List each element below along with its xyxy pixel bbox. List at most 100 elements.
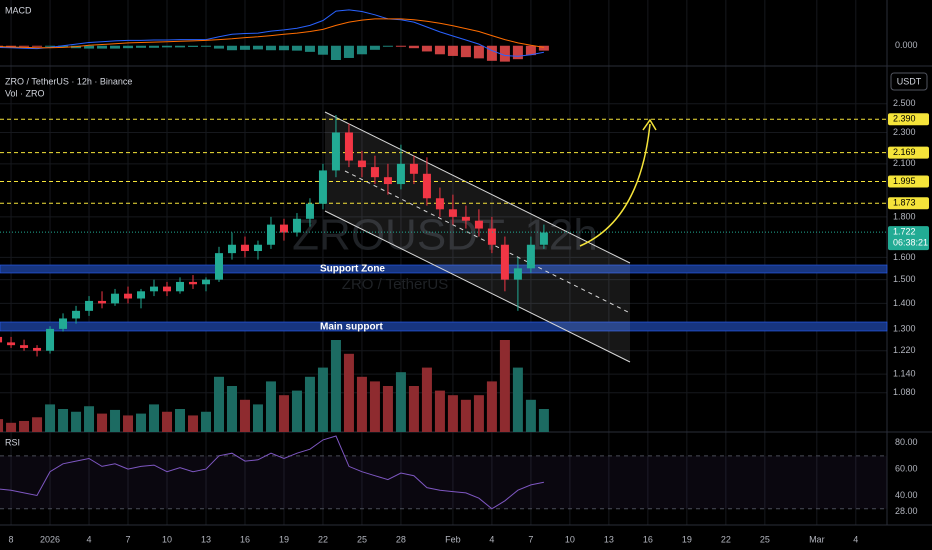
countdown: 06:38:21 bbox=[893, 237, 928, 247]
volume-bar bbox=[19, 420, 30, 432]
candle-body bbox=[461, 216, 470, 221]
macd-histogram bbox=[421, 45, 432, 52]
macd-histogram bbox=[123, 45, 134, 49]
macd-histogram bbox=[162, 45, 173, 48]
candle-body bbox=[292, 218, 301, 233]
macd-histogram bbox=[473, 45, 484, 59]
volume-bar bbox=[278, 395, 289, 432]
macd-histogram bbox=[6, 45, 17, 47]
volume-bar bbox=[356, 376, 367, 432]
volume-bar bbox=[382, 386, 393, 432]
volume-bar bbox=[421, 367, 432, 432]
macd-histogram bbox=[343, 45, 354, 58]
macd-histogram bbox=[200, 45, 211, 47]
candle-body bbox=[305, 203, 314, 219]
volume-bar bbox=[84, 406, 95, 432]
x-tick-label: 2026 bbox=[40, 534, 60, 544]
candle-body bbox=[474, 220, 483, 229]
x-tick-label: 25 bbox=[760, 534, 770, 544]
projection-arrow bbox=[579, 123, 651, 247]
macd-histogram bbox=[32, 45, 43, 47]
macd-histogram bbox=[525, 45, 536, 56]
candle-body bbox=[253, 244, 262, 252]
candle-body bbox=[59, 318, 68, 329]
volume-bar bbox=[525, 399, 536, 432]
annotation: Main support bbox=[320, 322, 383, 333]
volume-bar bbox=[447, 395, 458, 432]
candle-body bbox=[370, 167, 379, 178]
y-tick-label: 1.220 bbox=[893, 345, 916, 355]
volume-bar bbox=[58, 409, 69, 432]
macd-histogram bbox=[58, 45, 69, 48]
macd-histogram bbox=[330, 45, 341, 60]
x-tick-label: 4 bbox=[853, 534, 858, 544]
volume-bar bbox=[499, 340, 510, 432]
volume-bar bbox=[0, 419, 4, 432]
currency-button[interactable] bbox=[890, 72, 928, 91]
level-label: 2.169 bbox=[893, 147, 916, 157]
candle-body bbox=[214, 253, 223, 280]
volume-bar bbox=[486, 381, 497, 432]
level-badge bbox=[888, 113, 929, 126]
candle-body bbox=[383, 177, 392, 185]
support-zone bbox=[0, 264, 888, 274]
volume-bar bbox=[162, 411, 173, 432]
candle-body bbox=[201, 279, 210, 285]
candle-body bbox=[279, 224, 288, 233]
x-tick-label: 7 bbox=[528, 534, 533, 544]
candle-body bbox=[240, 244, 249, 252]
volume-bar bbox=[110, 409, 121, 432]
candle-body bbox=[175, 281, 184, 292]
level-label: 1.873 bbox=[893, 198, 916, 208]
channel-midline bbox=[344, 170, 631, 314]
candle-body bbox=[500, 244, 509, 280]
candle-body bbox=[7, 342, 16, 346]
macd-histogram bbox=[97, 45, 108, 49]
signal-line bbox=[0, 18, 544, 49]
macd-histogram bbox=[45, 45, 56, 47]
y-tick-label: 1.300 bbox=[893, 323, 916, 333]
volume-bar bbox=[265, 381, 276, 432]
volume-bar bbox=[473, 395, 484, 432]
plot bbox=[0, 9, 887, 510]
volume-bar bbox=[538, 409, 549, 432]
arrow-head bbox=[642, 118, 657, 131]
level-badge bbox=[888, 197, 929, 210]
macd-histogram bbox=[460, 45, 471, 58]
volume-bar bbox=[408, 386, 419, 432]
volume-bar bbox=[369, 381, 380, 432]
candle-body bbox=[513, 268, 522, 280]
macd-histogram bbox=[278, 45, 289, 51]
currency[interactable]: USDT bbox=[897, 76, 922, 86]
candle-body bbox=[46, 328, 55, 351]
candle-body bbox=[409, 163, 418, 174]
macd-histogram bbox=[265, 45, 276, 51]
y-tick-label: 1.800 bbox=[893, 211, 916, 221]
x-tick-label: 13 bbox=[201, 534, 211, 544]
macd-histogram bbox=[447, 45, 458, 56]
x-tick-label: 8 bbox=[9, 534, 14, 544]
level-badge bbox=[888, 175, 929, 188]
level-label: 1.995 bbox=[893, 176, 916, 186]
volume-bar bbox=[174, 409, 185, 432]
channel-line bbox=[324, 210, 631, 363]
macd-histogram bbox=[239, 45, 250, 50]
macd-histogram bbox=[110, 45, 121, 49]
macd-histogram bbox=[538, 45, 549, 51]
macd-histogram bbox=[291, 45, 302, 51]
rsi-title: RSI bbox=[5, 437, 20, 447]
last-price-label: 1.722 bbox=[893, 226, 916, 236]
candle-body bbox=[526, 244, 535, 269]
last-price-badge bbox=[888, 226, 929, 251]
candle-body bbox=[318, 170, 327, 204]
volume-bar bbox=[45, 404, 56, 432]
y-tick-label: 1.600 bbox=[893, 252, 916, 262]
y-tick-label: 2.500 bbox=[893, 98, 916, 108]
y-tick-label: 2.100 bbox=[893, 158, 916, 168]
y-tick-label: 1.500 bbox=[893, 274, 916, 284]
x-tick-label: 28 bbox=[396, 534, 406, 544]
macd-histogram bbox=[499, 45, 510, 62]
volume-bar bbox=[317, 367, 328, 432]
